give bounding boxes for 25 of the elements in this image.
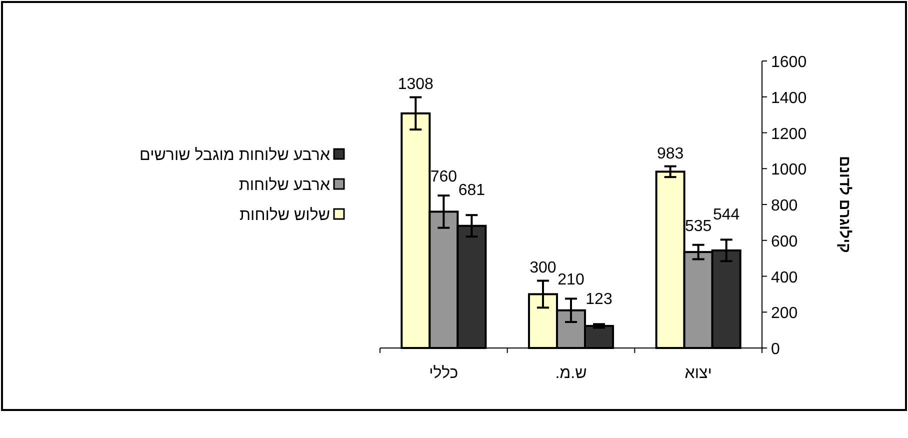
legend-label: שלוש שלוחות: [240, 206, 330, 224]
y-tick-label: 400: [771, 269, 798, 286]
data-label: 760: [430, 168, 458, 186]
data-label: 681: [458, 182, 486, 200]
data-label: 210: [558, 272, 584, 289]
y-tick-label: 1200: [771, 126, 807, 143]
y-tick-label: 1600: [771, 54, 807, 71]
x-tick-label: ש.מ.: [555, 365, 587, 382]
legend-label: ארבע שלוחות מוגבל שורשים: [140, 146, 330, 164]
legend-label: ארבע שלוחות: [238, 176, 330, 194]
y-tick-label: 600: [771, 233, 798, 250]
data-label: 123: [586, 291, 612, 308]
y-tick-label: 0: [771, 341, 780, 358]
data-label: 300: [530, 260, 556, 277]
data-label: 1308: [398, 76, 434, 94]
y-tick-label: 200: [771, 305, 798, 322]
y-tick-label: 1400: [771, 90, 807, 107]
x-tick-label: יצוא: [684, 365, 712, 382]
y-tick-label: 800: [771, 198, 798, 214]
y-tick-label: 1000: [771, 162, 807, 179]
data-label: 535: [684, 218, 712, 235]
x-tick-label: כללי: [429, 364, 458, 382]
y-axis-title: קילוגרם לדונם: [836, 156, 853, 253]
data-label: 544: [712, 206, 740, 224]
data-label: 983: [656, 145, 684, 162]
